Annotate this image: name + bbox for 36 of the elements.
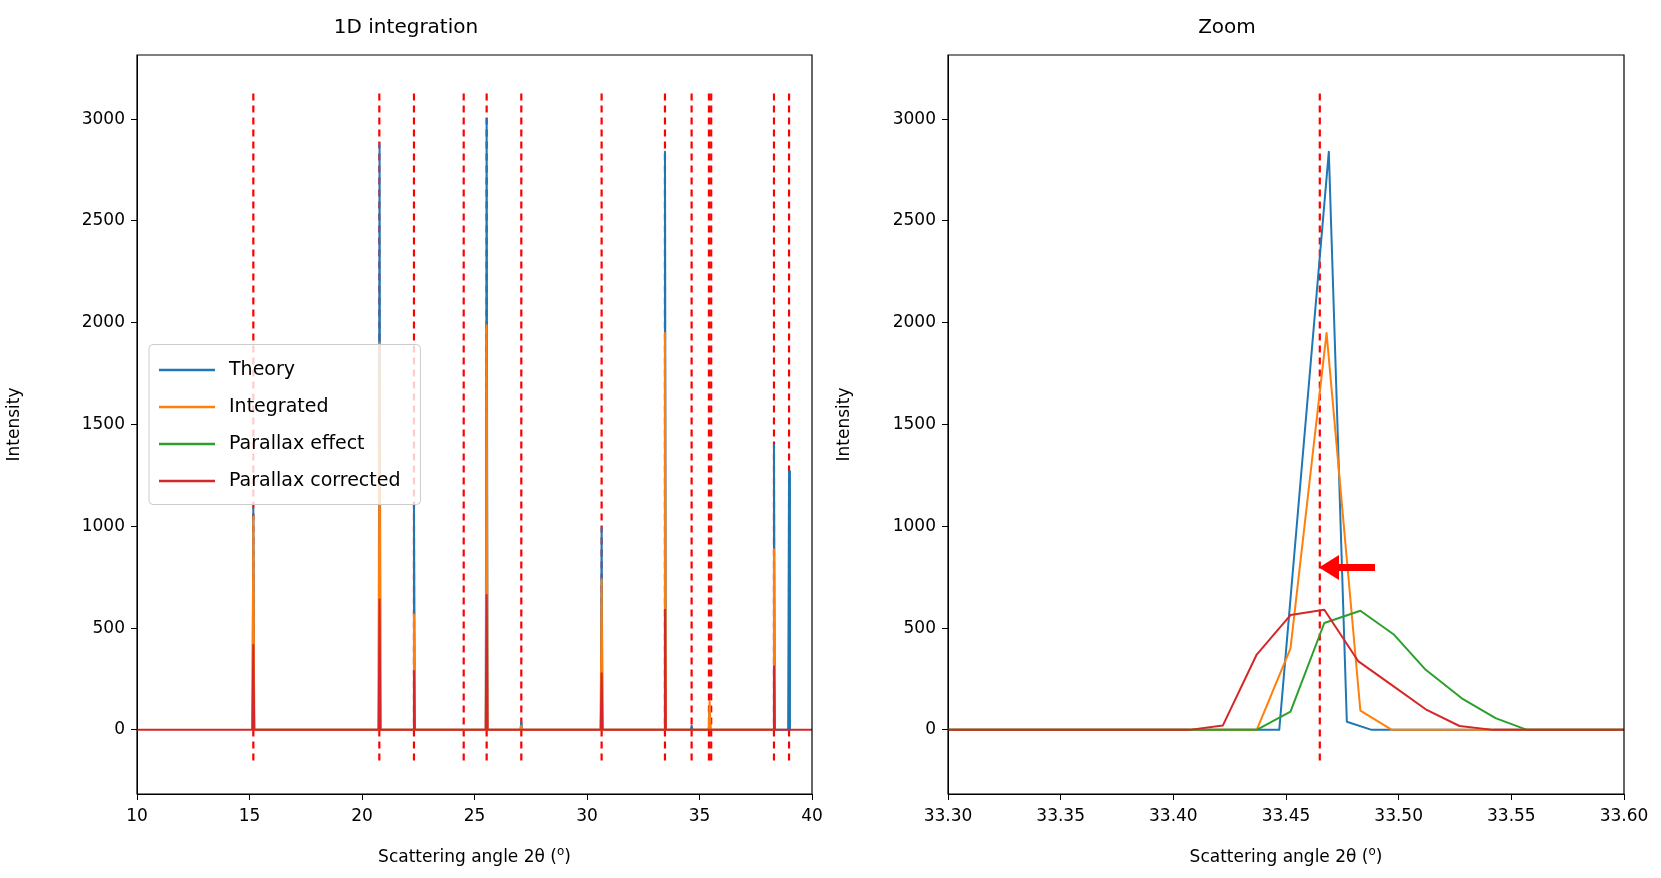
x-tick-label: 10 [126,804,148,825]
x-tick-label: 15 [238,804,261,825]
x-tick-label: 25 [463,804,486,825]
legend-label: Integrated [229,393,329,416]
legend-label: Parallax corrected [229,467,401,490]
x-tick-label: 35 [688,804,711,825]
x-tick-label: 33.60 [1599,804,1649,825]
y-tick-label: 2500 [81,209,125,230]
x-tick-label: 33.30 [923,804,973,825]
legend-label: Theory [228,356,296,379]
y-tick-label: 3000 [892,107,936,128]
y-tick-label: 2000 [892,311,936,332]
y-tick-label: 1000 [892,514,936,535]
y-axis-title: Intensity [2,387,23,462]
x-tick-label: 33.40 [1149,804,1198,825]
x-tick-label: 20 [351,804,373,825]
x-tick-label: 33.35 [1036,804,1085,825]
y-tick-label: 1500 [81,412,125,433]
chart-title: Zoom [1198,14,1256,39]
legend-label: Parallax effect [229,430,365,453]
y-tick-label: 500 [92,616,125,637]
y-tick-label: 1000 [81,514,125,535]
y-tick-label: 500 [903,616,936,637]
y-tick-label: 3000 [81,107,125,128]
x-tick-label: 33.50 [1374,804,1423,825]
x-tick-label: 40 [801,804,823,825]
y-tick-label: 1500 [892,412,936,433]
x-tick-label: 33.45 [1261,804,1311,825]
y-tick-label: 2500 [892,209,936,230]
y-tick-label: 0 [925,718,936,739]
x-tick-label: 33.55 [1487,804,1536,825]
y-axis-title: Intensity [832,387,853,462]
y-tick-label: 0 [114,718,125,739]
chart-title: 1D integration [333,14,479,39]
x-tick-label: 30 [576,804,598,825]
y-tick-label: 2000 [81,311,125,332]
